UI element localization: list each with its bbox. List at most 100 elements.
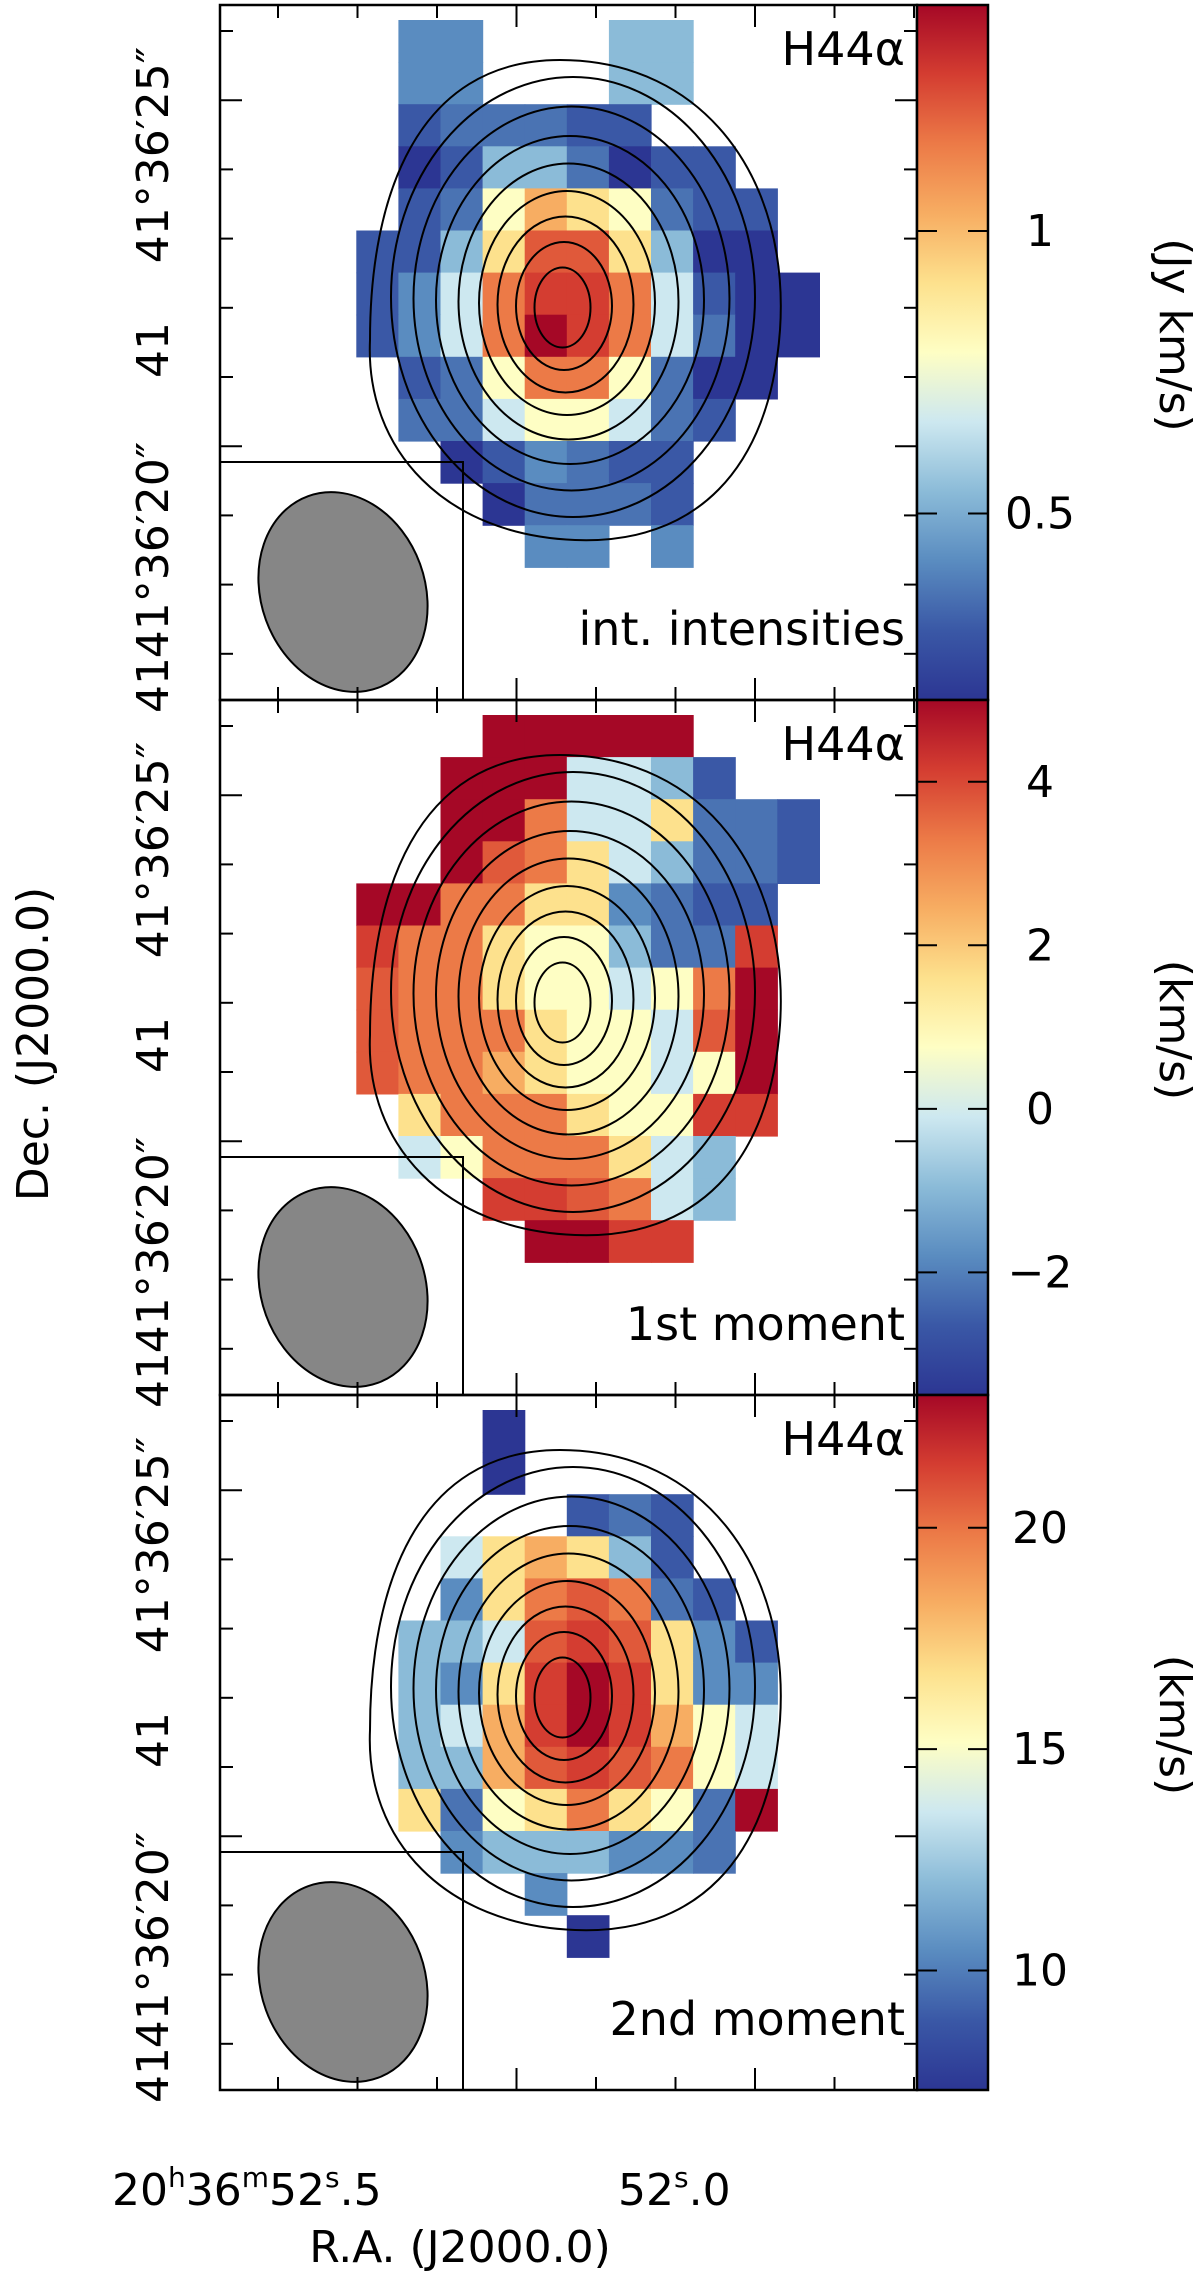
pixel: [693, 1178, 736, 1221]
x-tick-1-prefix: 20: [112, 2165, 168, 2216]
pixel: [735, 1704, 778, 1748]
pixel: [651, 1704, 694, 1748]
contour-outer: [368, 1448, 782, 1932]
pixel: [482, 1009, 526, 1053]
pixel: [566, 104, 610, 147]
pixel: [777, 272, 820, 316]
pixel: [608, 1093, 652, 1137]
pixel: [693, 188, 736, 232]
pixel: [693, 1136, 736, 1179]
pixel: [651, 1009, 694, 1053]
pixel: [608, 1220, 652, 1263]
svg-text:52s.0: 52s.0: [618, 2161, 731, 2216]
contour: [533, 266, 592, 349]
pixel: [566, 715, 610, 758]
contour-outer: [368, 58, 782, 542]
heatmap-2: [356, 715, 820, 1263]
pixel: [482, 1788, 526, 1832]
colorbar-fill: [915, 1393, 990, 2092]
pixel: [651, 1051, 694, 1095]
pixel: [482, 356, 526, 400]
line-annotation: H44α: [782, 717, 905, 771]
pixel: [398, 398, 442, 442]
pixel: [398, 1662, 442, 1706]
contour: [533, 961, 592, 1044]
x-tick-label-1: 20h36m52s.5: [112, 2161, 382, 2216]
pixel: [524, 314, 568, 358]
pixel: [398, 1093, 442, 1137]
panel-label: 2nd moment: [610, 1992, 906, 2046]
pixel: [651, 1220, 694, 1263]
pixel: [566, 188, 610, 232]
x-tick-1-h: h: [168, 2161, 186, 2194]
pixel: [608, 104, 652, 147]
pixel: [735, 1662, 778, 1706]
pixel: [440, 272, 484, 316]
colorbar-tick-label: 20: [1012, 1503, 1068, 1554]
pixel: [482, 715, 526, 758]
pixel: [398, 883, 442, 927]
pixel: [524, 525, 568, 568]
colorbar-2: −2 0 2 4 (km/s): [915, 698, 1200, 1397]
x-tick-1-mu: m: [242, 2161, 269, 2194]
pixel: [566, 1915, 610, 1958]
svg-text:20h36m52s.5: 20h36m52s.5: [112, 2161, 382, 2216]
pixel: [524, 104, 568, 147]
pixel: [524, 1662, 568, 1706]
pixel: [735, 188, 778, 232]
y-axis-label: Dec. (J2000.0): [8, 887, 59, 1201]
pixel: [524, 1536, 568, 1579]
contour: [478, 1580, 656, 1806]
pixel: [566, 1220, 610, 1263]
contour: [390, 1466, 756, 1908]
colorbar-tick-label: 1: [1026, 206, 1054, 257]
colorbar-tick-label: 2: [1026, 920, 1054, 971]
pixel: [440, 1662, 484, 1706]
pixel: [735, 314, 778, 358]
pixel: [735, 799, 778, 842]
contour: [412, 1495, 731, 1882]
x-tick-1-sec: 52: [269, 2165, 325, 2216]
y-tick-label-41-mid: 41: [128, 1017, 179, 1073]
beam-ellipse: [257, 491, 429, 693]
beam-ellipse: [257, 1186, 429, 1388]
pixel: [693, 925, 736, 969]
pixel: [777, 799, 820, 842]
y-tick-label-41: 41: [128, 657, 179, 713]
x-tick-1-su: s: [325, 2161, 340, 2194]
contour: [457, 162, 680, 441]
x-tick-2-frac: .0: [689, 2165, 731, 2216]
contour: [478, 885, 656, 1111]
colorbar-tick-label: 4: [1026, 757, 1054, 808]
pixel: [651, 314, 694, 358]
pixel: [651, 441, 694, 484]
x-tick-2-sec: 52: [618, 2165, 674, 2216]
pixel: [735, 1620, 778, 1664]
contour: [412, 105, 731, 492]
pixel: [693, 1831, 736, 1874]
ticks-1: [220, 5, 917, 700]
y-tick-label: 41°36′20″: [128, 442, 179, 658]
pixel: [566, 1494, 610, 1537]
pixel: [440, 757, 484, 800]
contour: [457, 857, 680, 1136]
pixel: [482, 272, 526, 316]
pixel: [440, 1578, 484, 1622]
pixel: [777, 841, 820, 884]
colorbar-fill: [915, 3, 990, 702]
x-tick-1-frac: .5: [340, 2165, 382, 2216]
x-tick-1-m: 36: [186, 2165, 242, 2216]
pixel: [524, 967, 568, 1011]
contour: [515, 241, 613, 371]
contour-outer: [368, 753, 782, 1237]
pixel: [482, 1704, 526, 1748]
pixel: [608, 483, 652, 526]
pixel: [440, 62, 484, 105]
contour: [496, 1605, 635, 1784]
pixel: [398, 230, 442, 274]
pixel: [693, 757, 736, 800]
pixel: [482, 1051, 526, 1095]
colorbar-fill: [915, 698, 990, 1397]
pixel: [524, 841, 568, 884]
colorbar-tick-label: 0: [1026, 1084, 1054, 1135]
